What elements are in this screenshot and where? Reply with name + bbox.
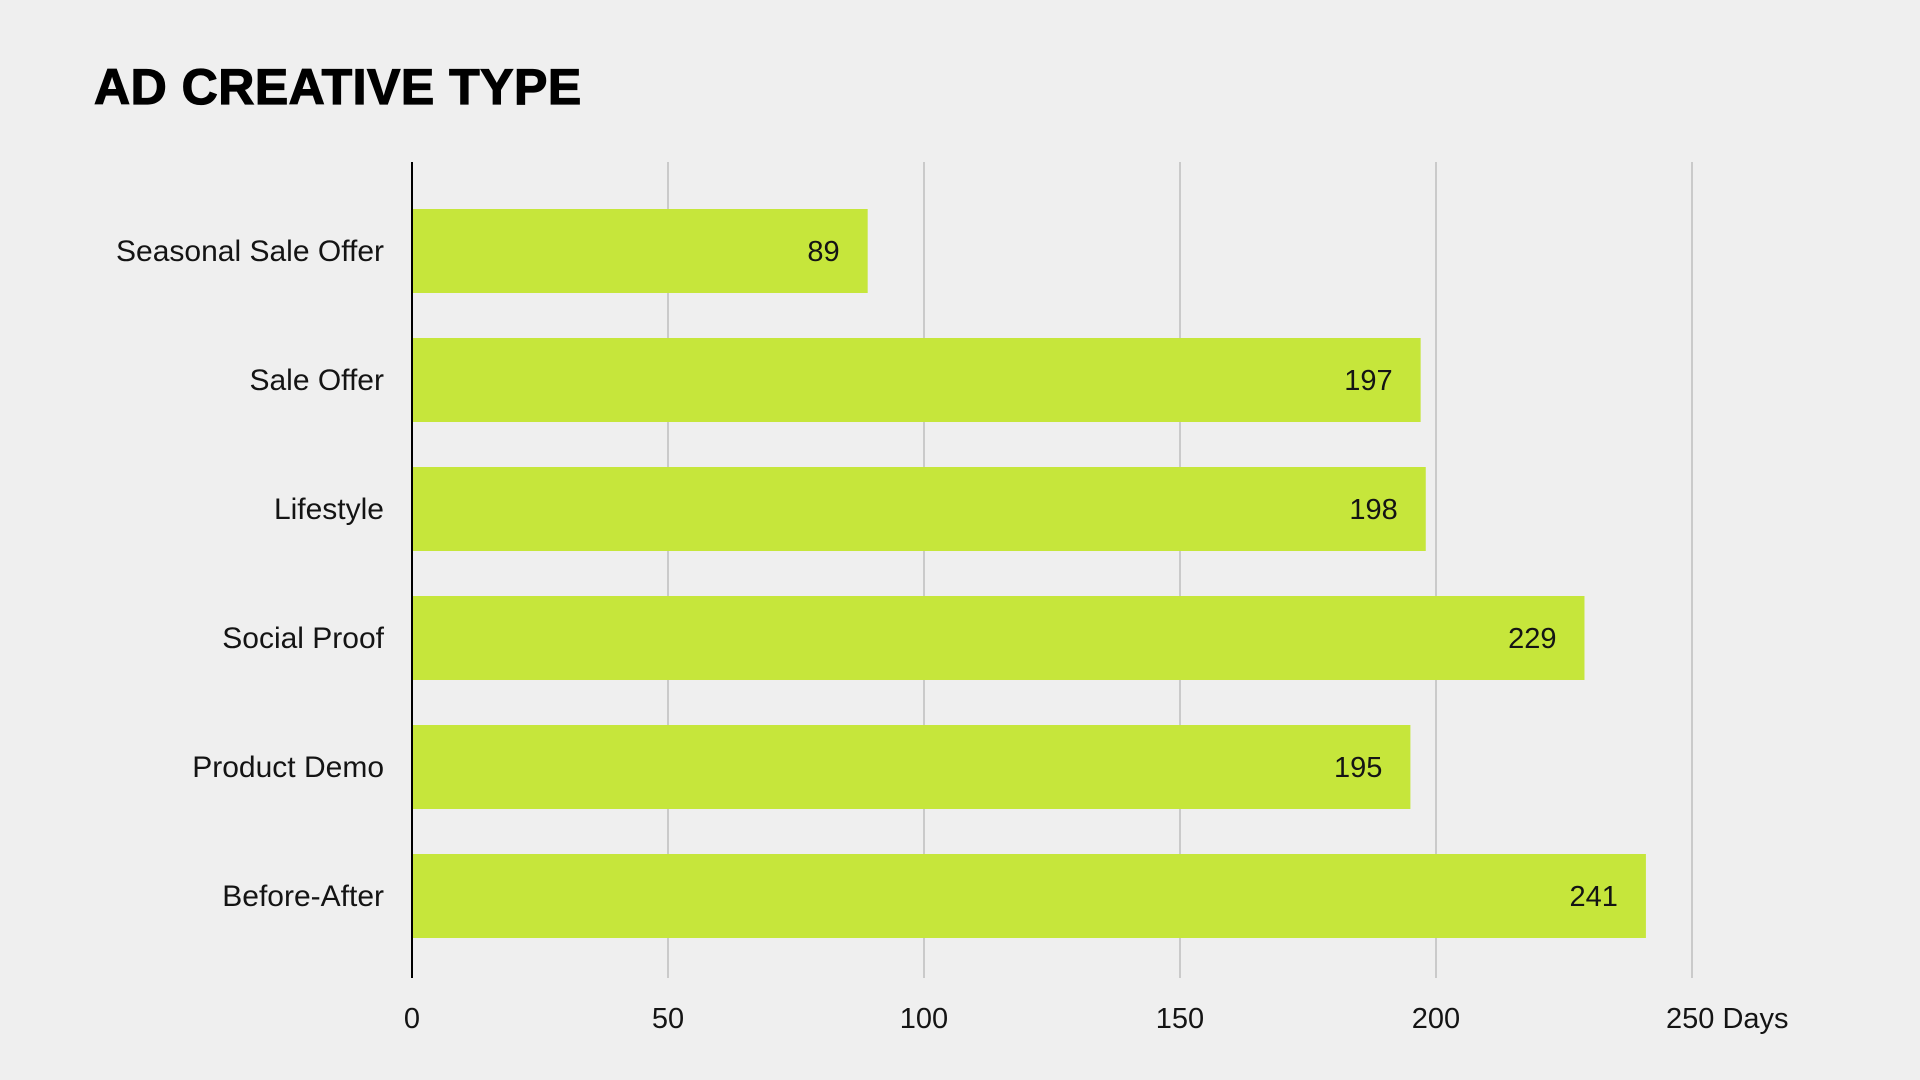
category-label-seasonal-sale-offer: Seasonal Sale Offer — [116, 235, 384, 268]
x-tick-label-200: 200 — [1412, 1003, 1460, 1035]
category-label-sale-offer: Sale Offer — [249, 364, 384, 397]
bar-seasonal-sale-offer — [412, 209, 868, 293]
bar-lifestyle — [412, 467, 1426, 551]
x-tick-label-100: 100 — [900, 1003, 948, 1035]
bars — [412, 209, 1646, 938]
value-label-sale-offer: 197 — [1344, 365, 1392, 397]
x-tick-label-150: 150 — [1156, 1003, 1204, 1035]
category-label-product-demo: Product Demo — [192, 751, 384, 784]
value-label-seasonal-sale-offer: 89 — [807, 236, 839, 268]
category-label-before-after: Before-After — [222, 880, 384, 913]
category-label-social-proof: Social Proof — [222, 622, 384, 655]
value-label-lifestyle: 198 — [1349, 494, 1397, 526]
x-tick-label-50: 50 — [652, 1003, 684, 1035]
x-tick-label-250: 250 Days — [1666, 1003, 1789, 1035]
bar-product-demo — [412, 725, 1411, 809]
bar-sale-offer — [412, 338, 1421, 422]
chart-title: AD CREATIVE TYPE — [93, 58, 582, 115]
x-tick-label-0: 0 — [404, 1003, 420, 1035]
value-label-product-demo: 195 — [1334, 752, 1382, 784]
bar-before-after — [412, 854, 1646, 938]
value-label-before-after: 241 — [1570, 881, 1618, 913]
bar-social-proof — [412, 596, 1585, 680]
gridlines — [667, 162, 1693, 978]
value-label-social-proof: 229 — [1508, 623, 1556, 655]
labels: 0 50 100 150 200 250 Days Seasonal Sale Offer 8… — [116, 235, 1788, 1035]
category-label-lifestyle: Lifestyle — [274, 493, 384, 526]
